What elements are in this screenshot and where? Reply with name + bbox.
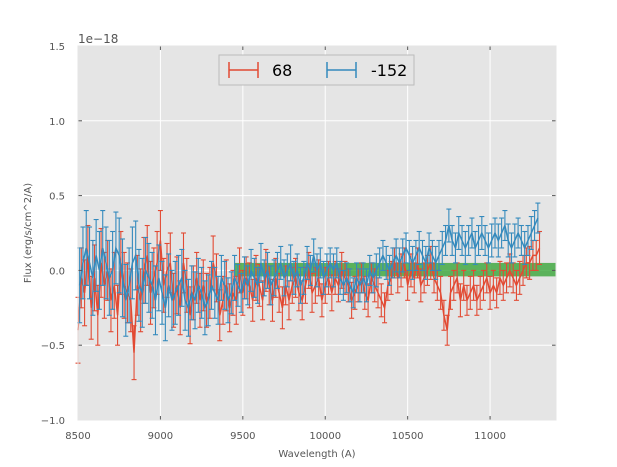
y-tick-label: 0.5	[49, 192, 65, 203]
legend-item-152: -152	[326, 61, 407, 80]
plot-frame	[77, 45, 557, 421]
x-tick-label: 9000	[148, 431, 173, 442]
series-68	[75, 210, 543, 381]
y-tick-label: 1.0	[49, 117, 65, 128]
y-tick-label: 0.0	[49, 266, 65, 277]
series-line	[78, 217, 539, 311]
x-tick-label: 11000	[474, 431, 506, 442]
plot-background	[78, 46, 556, 420]
legend-label-152: -152	[371, 61, 407, 80]
legend-item-68: 68	[228, 61, 292, 80]
series-layer	[75, 202, 543, 381]
x-tick-label: 9500	[230, 431, 255, 442]
y-tick-label: 1.5	[49, 42, 65, 53]
y-tick-label: −0.5	[41, 341, 65, 352]
series-line	[77, 240, 541, 353]
legend: 68 -152	[218, 54, 415, 86]
x-tick-label: 10500	[392, 431, 424, 442]
x-axis-label: Wavelength (A)	[278, 449, 355, 460]
axis-ticks: 8500 9000 9500 10000 10500 11000 −1.0 −0.5 0.0 0.…	[41, 42, 557, 442]
y-axis-label: Flux (erg/s/cm^2/A)	[23, 183, 34, 283]
x-tick-label: 8500	[65, 431, 90, 442]
y-offset-label: 1e−18	[78, 32, 118, 46]
y-tick-label: −1.0	[41, 416, 65, 427]
series-neg152	[77, 202, 541, 342]
legend-label-68: 68	[272, 61, 292, 80]
x-tick-label: 10000	[309, 431, 341, 442]
